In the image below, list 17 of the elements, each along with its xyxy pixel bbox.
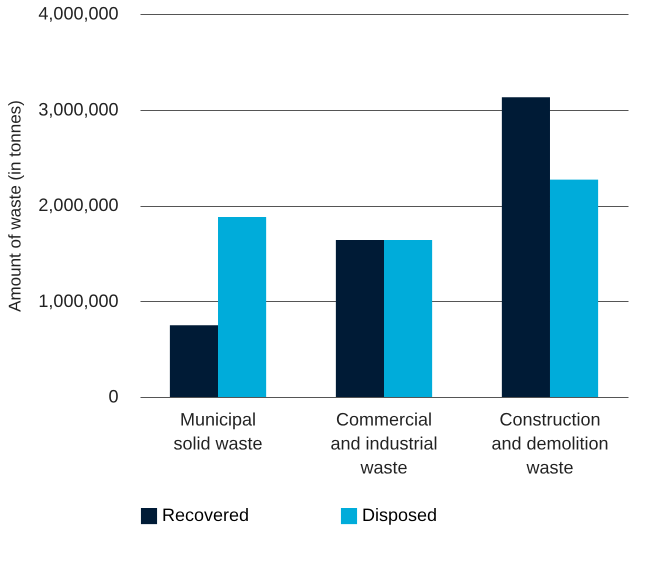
bar bbox=[170, 325, 218, 397]
bar bbox=[218, 216, 266, 397]
y-tick-label: 2,000,000 bbox=[38, 195, 118, 215]
y-tick-label: 1,000,000 bbox=[38, 290, 118, 311]
y-axis-title: Amount of waste (in tonnes) bbox=[5, 100, 24, 312]
legend-label: Disposed bbox=[362, 505, 438, 525]
x-tick-label: Commercial and industrial waste bbox=[330, 410, 438, 478]
y-tick-label: 4,000,000 bbox=[38, 4, 118, 24]
y-tick-label: 3,000,000 bbox=[38, 99, 118, 120]
bar bbox=[502, 97, 550, 397]
bar bbox=[336, 240, 384, 397]
y-tick-label: 0 bbox=[108, 386, 118, 406]
legend-label: Recovered bbox=[162, 505, 250, 525]
x-tick-label: Municipal solid waste bbox=[173, 410, 263, 454]
bar bbox=[550, 180, 598, 397]
x-tick-label: Construction and demolition waste bbox=[491, 410, 609, 478]
bar bbox=[384, 240, 432, 397]
